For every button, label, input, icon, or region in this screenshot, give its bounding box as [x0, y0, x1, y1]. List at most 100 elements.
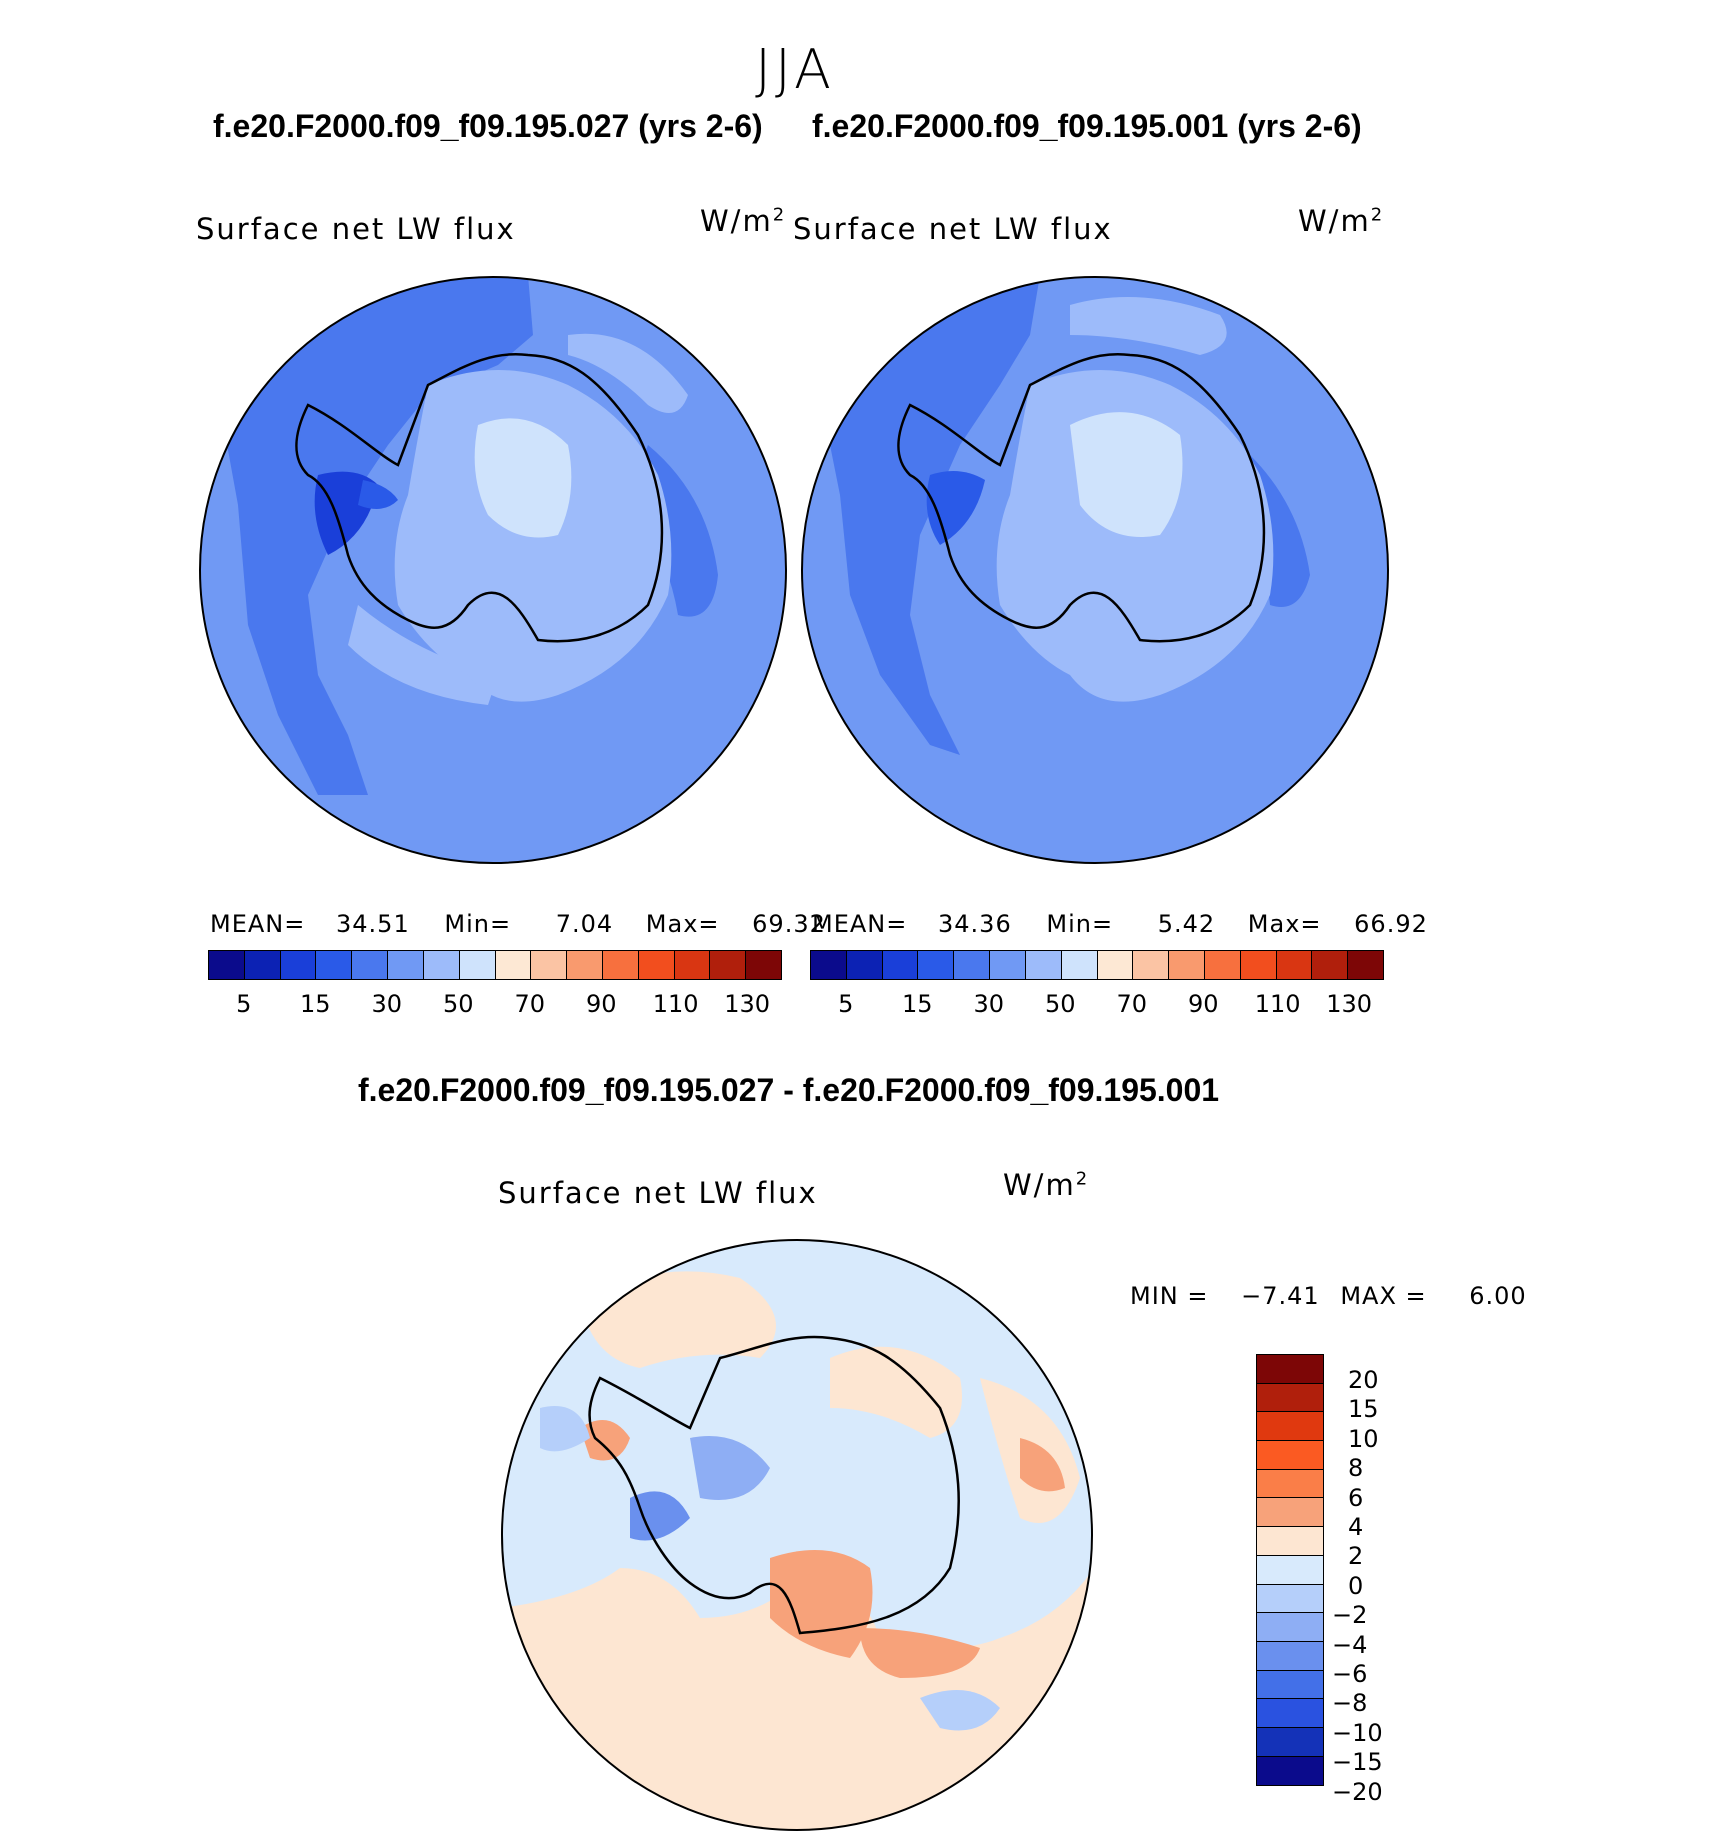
colorbar-swatch	[1257, 1641, 1323, 1671]
diff-max-label: MAX =	[1340, 1282, 1427, 1310]
colorbar-swatch	[316, 951, 353, 979]
colorbar-label: 2	[1348, 1542, 1364, 1571]
colorbar-label: −10	[1332, 1718, 1383, 1747]
colorbar-label: 15	[1348, 1395, 1379, 1424]
colorbar-tick-label: 30	[973, 990, 1005, 1018]
stats-left: MEAN= 34.51 Min= 7.04 Max= 69.32	[210, 910, 825, 938]
colorbar-swatch	[1312, 951, 1349, 979]
colorbar-swatch	[1257, 1441, 1323, 1470]
colorbar-swatch	[846, 951, 883, 979]
colorbar-difference	[1256, 1354, 1324, 1787]
min-label: Min=	[1046, 910, 1114, 938]
mean-value: 34.51	[336, 910, 410, 938]
colorbar-swatch	[1257, 1699, 1323, 1728]
case-title-right: f.e20.F2000.f09_f09.195.001 (yrs 2-6)	[812, 108, 1362, 144]
field-label-left: Surface net LW flux	[196, 212, 516, 246]
colorbar-swatch	[1240, 951, 1277, 979]
colorbar-swatch	[1061, 951, 1098, 979]
units-left: W/m2	[700, 204, 787, 238]
colorbar-swatch	[1169, 951, 1205, 979]
difference-minmax: MIN = −7.41 MAX = 6.00	[1130, 1282, 1527, 1310]
colorbar-swatch	[811, 951, 847, 979]
stats-right: MEAN= 34.36 Min= 5.42 Max= 66.92	[812, 910, 1427, 938]
colorbar-label: −15	[1332, 1748, 1383, 1777]
colorbar-swatch	[280, 951, 317, 979]
max-value: 69.32	[752, 910, 826, 938]
colorbar-label: 4	[1348, 1513, 1364, 1541]
colorbar-tick-label: 50	[1044, 990, 1076, 1018]
colorbar-swatch	[1097, 951, 1134, 979]
colorbar-swatch	[244, 951, 281, 979]
polar-map-difference	[501, 1239, 1093, 1831]
colorbar-label: 10	[1348, 1424, 1379, 1453]
case-title-left: f.e20.F2000.f09_f09.195.027 (yrs 2-6)	[213, 108, 763, 144]
colorbar-swatch	[746, 951, 781, 979]
colorbar-swatch	[209, 951, 245, 979]
diff-min-label: MIN =	[1130, 1282, 1209, 1310]
colorbar-label: −20	[1332, 1777, 1383, 1806]
colorbar-swatch	[1257, 1383, 1323, 1413]
colorbar-label: −4	[1332, 1630, 1368, 1659]
colorbar-label: −2	[1332, 1601, 1368, 1630]
colorbar-swatch	[531, 951, 568, 979]
colorbar-swatch	[1257, 1412, 1323, 1442]
colorbar-swatch	[674, 951, 711, 979]
colorbar-swatch	[882, 951, 919, 979]
colorbar-swatch	[1257, 1584, 1323, 1614]
colorbar-swatch	[710, 951, 747, 979]
colorbar-ticks-right: 5 15 30 50 70 90 110 130	[810, 990, 1382, 1020]
colorbar-label: −8	[1332, 1689, 1368, 1718]
colorbar-label: 8	[1348, 1454, 1364, 1483]
units-diff: W/m2	[1003, 1168, 1090, 1202]
colorbar-swatch	[388, 951, 424, 979]
colorbar-swatch	[1257, 1756, 1323, 1786]
colorbar-swatch	[1257, 1469, 1323, 1499]
colorbar-swatch	[1133, 951, 1170, 979]
colorbar-swatch	[1204, 951, 1241, 979]
colorbar-label: 20	[1348, 1366, 1379, 1394]
colorbar-swatch	[352, 951, 389, 979]
colorbar-swatch	[1257, 1355, 1323, 1384]
colorbar-ticks-left: 5 15 30 50 70 90 110 130	[208, 990, 780, 1020]
min-value: 5.42	[1157, 910, 1216, 938]
colorbar-tick-label: 15	[901, 990, 933, 1018]
colorbar-tick-label: 110	[652, 990, 699, 1018]
colorbar-swatch	[567, 951, 603, 979]
colorbar-swatch	[1276, 951, 1313, 979]
min-value: 7.04	[555, 910, 614, 938]
max-label: Max=	[645, 910, 720, 938]
mean-value: 34.36	[938, 910, 1012, 938]
units-right: W/m2	[1298, 204, 1385, 238]
colorbar-tick-label: 5	[236, 990, 252, 1018]
diff-max-value: 6.00	[1469, 1282, 1527, 1310]
colorbar-label: 0	[1348, 1571, 1364, 1600]
colorbar-tick-label: 90	[585, 990, 617, 1018]
min-label: Min=	[444, 910, 512, 938]
colorbar-tick-label: 110	[1254, 990, 1301, 1018]
max-label: Max=	[1247, 910, 1322, 938]
field-label-right: Surface net LW flux	[793, 212, 1113, 246]
colorbar-label: 6	[1348, 1483, 1364, 1512]
colorbar-swatch	[1257, 1613, 1323, 1642]
colorbar-swatch	[954, 951, 991, 979]
max-value: 66.92	[1354, 910, 1428, 938]
colorbar-swatch	[1257, 1670, 1323, 1700]
polar-map-right	[801, 276, 1389, 864]
colorbar-swatch	[1257, 1727, 1323, 1757]
colorbar-swatch	[1025, 951, 1062, 979]
colorbar-tick-label: 15	[299, 990, 331, 1018]
colorbar-swatch	[1257, 1527, 1323, 1556]
field-label-diff: Surface net LW flux	[498, 1176, 818, 1210]
colorbar-swatch	[918, 951, 955, 979]
colorbar-left	[208, 950, 782, 980]
colorbar-swatch	[990, 951, 1026, 979]
colorbar-swatch	[1257, 1498, 1323, 1528]
colorbar-swatch	[423, 951, 460, 979]
difference-title: f.e20.F2000.f09_f09.195.027 - f.e20.F200…	[358, 1072, 1220, 1108]
mean-label: MEAN=	[210, 910, 306, 938]
colorbar-tick-label: 130	[1326, 990, 1373, 1018]
colorbar-swatch	[1257, 1555, 1323, 1585]
colorbar-tick-label: 30	[371, 990, 403, 1018]
season-title: JJA	[755, 38, 835, 101]
diff-min-value: −7.41	[1241, 1282, 1320, 1310]
